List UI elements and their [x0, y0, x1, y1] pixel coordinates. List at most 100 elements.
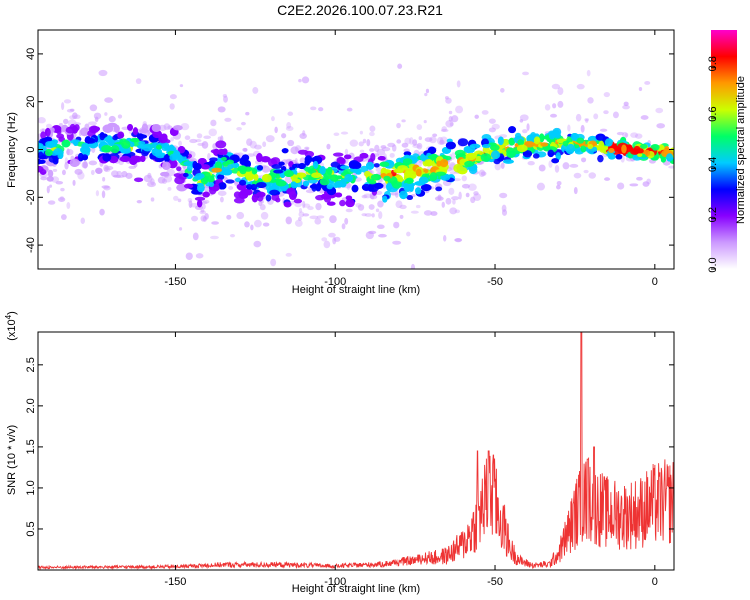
spectrogram-cell	[113, 124, 120, 133]
spectrogram-cell	[421, 184, 432, 192]
spectrogram-cell	[173, 173, 182, 178]
spectrogram-cell	[452, 199, 456, 205]
spectrogram-cell	[604, 177, 611, 181]
spectrogram-heatmap	[38, 63, 674, 269]
spectrogram-cell	[494, 162, 502, 171]
spectrogram-cell	[412, 144, 421, 149]
spectrogram-cell	[177, 146, 186, 154]
spectrogram-cell	[423, 210, 433, 216]
spectrogram-cell	[405, 177, 414, 184]
spectrogram-cell	[397, 63, 403, 69]
spectrogram-cell	[326, 143, 331, 150]
spectrogram-cell	[99, 132, 106, 141]
spectrogram-cell	[346, 182, 351, 190]
spectrogram-cell	[617, 182, 625, 190]
spectrogram-cell	[216, 149, 228, 156]
spectrogram-cell	[344, 154, 352, 160]
spectrogram-cell	[129, 138, 140, 143]
spectrogram-cell	[129, 156, 138, 165]
spectrogram-cell	[368, 204, 375, 210]
spectrogram-cell	[117, 131, 125, 139]
spectrogram-cell	[464, 160, 475, 167]
spectrogram-cell	[441, 201, 445, 208]
spectrogram-cell	[401, 119, 406, 123]
spectrogram-cell	[301, 76, 310, 84]
spectrogram-cell	[448, 110, 453, 115]
spectrogram-cell	[445, 141, 456, 150]
spectrogram-cell	[580, 124, 585, 133]
spectrogram-cell	[64, 157, 69, 165]
spectrogram-cell	[399, 190, 408, 200]
spectrogram-cell	[302, 213, 310, 217]
spectrogram-xtick-label: 0	[652, 276, 658, 288]
spectrogram-cell	[250, 183, 258, 191]
spectrogram-cell	[503, 159, 514, 164]
spectrogram-cell	[361, 213, 367, 217]
spectrogram-cell	[225, 159, 235, 165]
spectrogram-cell	[298, 216, 302, 221]
spectrogram-cell	[401, 142, 409, 148]
spectrogram-cell	[378, 233, 387, 238]
spectrogram-cell	[567, 124, 571, 132]
spectrogram-cell	[370, 153, 376, 162]
spectrogram-cell	[313, 160, 319, 169]
spectrogram-cell	[402, 158, 413, 166]
spectrogram-cell	[340, 165, 350, 170]
spectrogram-cell	[436, 136, 444, 145]
spectrogram-cell	[161, 161, 171, 170]
spectrogram-cell	[242, 147, 248, 152]
spectrogram-cell	[255, 182, 267, 188]
spectrogram-cell	[88, 160, 98, 166]
spectrogram-cell	[234, 177, 241, 183]
spectrogram-cell	[189, 138, 198, 144]
spectrogram-cell	[660, 156, 666, 163]
spectrogram-cell	[155, 144, 162, 150]
spectrogram-cell	[348, 160, 360, 169]
spectrogram-cell	[451, 196, 460, 201]
spectrogram-cell	[536, 182, 546, 191]
spectrogram-cell	[218, 182, 227, 190]
snr-series-line	[38, 332, 674, 570]
spectrogram-cell	[480, 171, 487, 176]
spectrogram-cell	[225, 179, 235, 184]
spectrogram-cell	[540, 142, 549, 147]
spectrogram-cell	[616, 131, 625, 136]
spectrogram-cell	[309, 215, 319, 220]
spectrogram-cell	[550, 113, 558, 118]
spectrogram-cell	[180, 122, 190, 131]
spectrogram-cell	[179, 227, 183, 231]
spectrogram-cell	[72, 179, 76, 186]
spectrogram-cell	[449, 122, 454, 127]
spectrogram-cell	[629, 183, 639, 187]
spectrogram-cell	[195, 253, 204, 259]
spectrogram-cell	[271, 164, 283, 169]
spectrogram-cell	[410, 263, 416, 269]
spectrogram-cell	[139, 128, 149, 133]
spectrogram-cell	[299, 157, 306, 164]
spectrogram-cell	[369, 194, 378, 200]
spectrogram-cell	[587, 143, 594, 150]
spectrogram-cell	[375, 167, 382, 173]
snr-ytick-label: 2.0	[25, 398, 37, 413]
spectrogram-cell	[469, 143, 481, 149]
spectrogram-cell	[160, 171, 170, 177]
spectrogram-cell	[183, 161, 194, 166]
spectrogram-cell	[95, 167, 103, 174]
spectrogram-cell	[461, 183, 471, 189]
spectrogram-cell	[287, 139, 295, 147]
spectrogram-cell	[102, 176, 106, 182]
spectrogram-cell	[38, 142, 44, 150]
spectrogram-cell	[262, 173, 272, 183]
spectrogram-cell	[286, 122, 292, 129]
spectrogram-cell	[478, 169, 486, 178]
spectrogram-cell	[121, 140, 131, 149]
spectrogram-cell	[644, 81, 651, 85]
spectrogram-cell	[551, 83, 561, 90]
spectrogram-cell	[209, 235, 219, 240]
spectrogram-cell	[269, 189, 280, 196]
spectrogram-cell	[415, 168, 422, 177]
spectrogram-cell	[40, 131, 47, 139]
spectrogram-cell	[587, 97, 594, 104]
spectrogram-cell	[508, 137, 516, 146]
spectrogram-cell	[457, 166, 468, 175]
